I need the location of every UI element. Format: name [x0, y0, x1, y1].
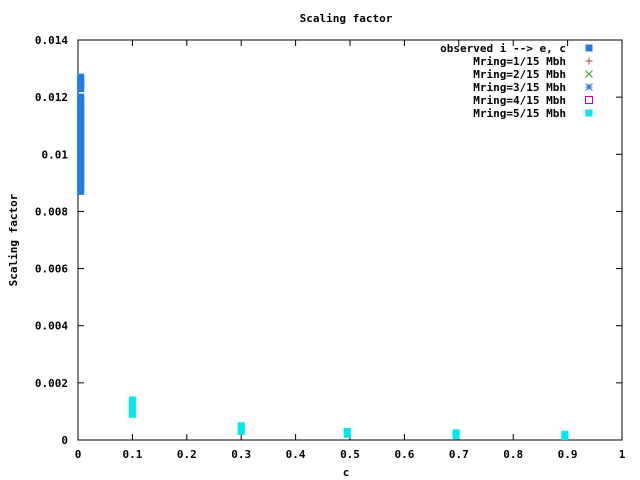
legend-marker — [585, 96, 593, 104]
x-tick-label: 0.9 — [558, 448, 578, 461]
x-tick-label: 0.1 — [122, 448, 142, 461]
x-tick-label: 0.5 — [340, 448, 360, 461]
y-tick-label: 0.014 — [35, 34, 68, 47]
y-tick-label: 0.006 — [35, 263, 68, 276]
y-tick-label: 0.004 — [35, 320, 68, 333]
legend-label: Mring=1/15 Mbh — [473, 55, 566, 68]
x-tick-label: 0.2 — [177, 448, 197, 461]
data-point — [77, 93, 85, 101]
legend-marker — [585, 83, 593, 91]
x-tick-label: 1 — [619, 448, 626, 461]
y-axis-label: Scaling factor — [7, 193, 20, 286]
legend-label: Mring=3/15 Mbh — [473, 81, 566, 94]
y-axis: 0 0.002 0.004 0.006 0.008 0.01 0.012 0.014 — [35, 34, 622, 447]
legend-marker — [585, 44, 593, 52]
data-point — [77, 73, 85, 81]
legend-label: Mring=2/15 Mbh — [473, 68, 566, 81]
x-tick-label: 0.8 — [503, 448, 523, 461]
x-tick-label: 0.4 — [286, 448, 306, 461]
x-tick-label: 0.7 — [449, 448, 469, 461]
data-point — [128, 396, 136, 404]
x-tick-label: 0.3 — [231, 448, 251, 461]
y-tick-label: 0.002 — [35, 377, 68, 390]
legend-label: Mring=4/15 Mbh — [473, 94, 566, 107]
x-axis-label: c — [343, 466, 350, 479]
data-point — [237, 422, 245, 430]
data-points — [77, 73, 569, 441]
legend-label: observed i --> e, c — [440, 42, 566, 55]
legend-marker — [585, 57, 593, 65]
y-tick-label: 0.012 — [35, 91, 68, 104]
y-tick-label: 0.008 — [35, 205, 68, 218]
legend-marker — [585, 70, 593, 78]
legend-label: Mring=5/15 Mbh — [473, 107, 566, 120]
x-axis: 0 0.1 0.2 0.3 0.4 0.5 0.6 0.7 0.8 0.9 1 — [75, 40, 626, 461]
data-point — [561, 430, 569, 438]
legend-marker — [585, 109, 593, 117]
x-tick-label: 0 — [75, 448, 82, 461]
y-tick-label: 0 — [61, 434, 68, 447]
chart-title: Scaling factor — [300, 12, 393, 25]
data-point — [343, 427, 351, 435]
data-point — [452, 429, 460, 437]
y-tick-label: 0.01 — [42, 148, 69, 161]
x-tick-label: 0.6 — [394, 448, 414, 461]
